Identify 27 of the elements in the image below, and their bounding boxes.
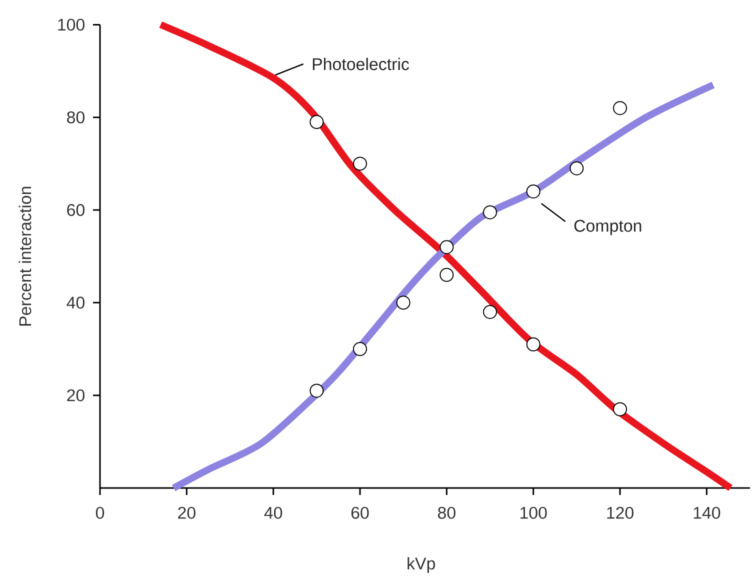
point bbox=[440, 240, 454, 254]
x-axis-title: kVp bbox=[408, 557, 435, 573]
text: Compton bbox=[574, 220, 642, 236]
point bbox=[526, 184, 540, 198]
y-axis-title: Percent interaction bbox=[18, 186, 32, 326]
point bbox=[613, 402, 628, 416]
y-tick-label: 20 bbox=[67, 389, 84, 402]
series-label: Photoelectric bbox=[312, 58, 409, 70]
y-tick-label: 100 bbox=[58, 18, 84, 31]
x-tick-label: 80 bbox=[438, 506, 456, 519]
point bbox=[353, 342, 368, 356]
point bbox=[310, 114, 324, 129]
y-tick-label: 80 bbox=[67, 111, 84, 124]
x-tick-label: 60 bbox=[351, 506, 369, 519]
x-tick-label: 120 bbox=[607, 506, 634, 519]
y-tick-label: 40 bbox=[66, 296, 84, 309]
y-tick-label: 60 bbox=[67, 204, 84, 216]
x-tick-label: 140 bbox=[694, 506, 720, 519]
point bbox=[570, 161, 584, 176]
x-tick-label: 40 bbox=[264, 506, 282, 519]
point bbox=[483, 205, 498, 220]
x-tick-label: 0 bbox=[96, 506, 104, 519]
point bbox=[310, 384, 324, 398]
x-tick-label: 20 bbox=[178, 506, 196, 519]
x-tick-label: 100 bbox=[520, 506, 547, 519]
point bbox=[396, 296, 410, 310]
point bbox=[526, 337, 540, 352]
